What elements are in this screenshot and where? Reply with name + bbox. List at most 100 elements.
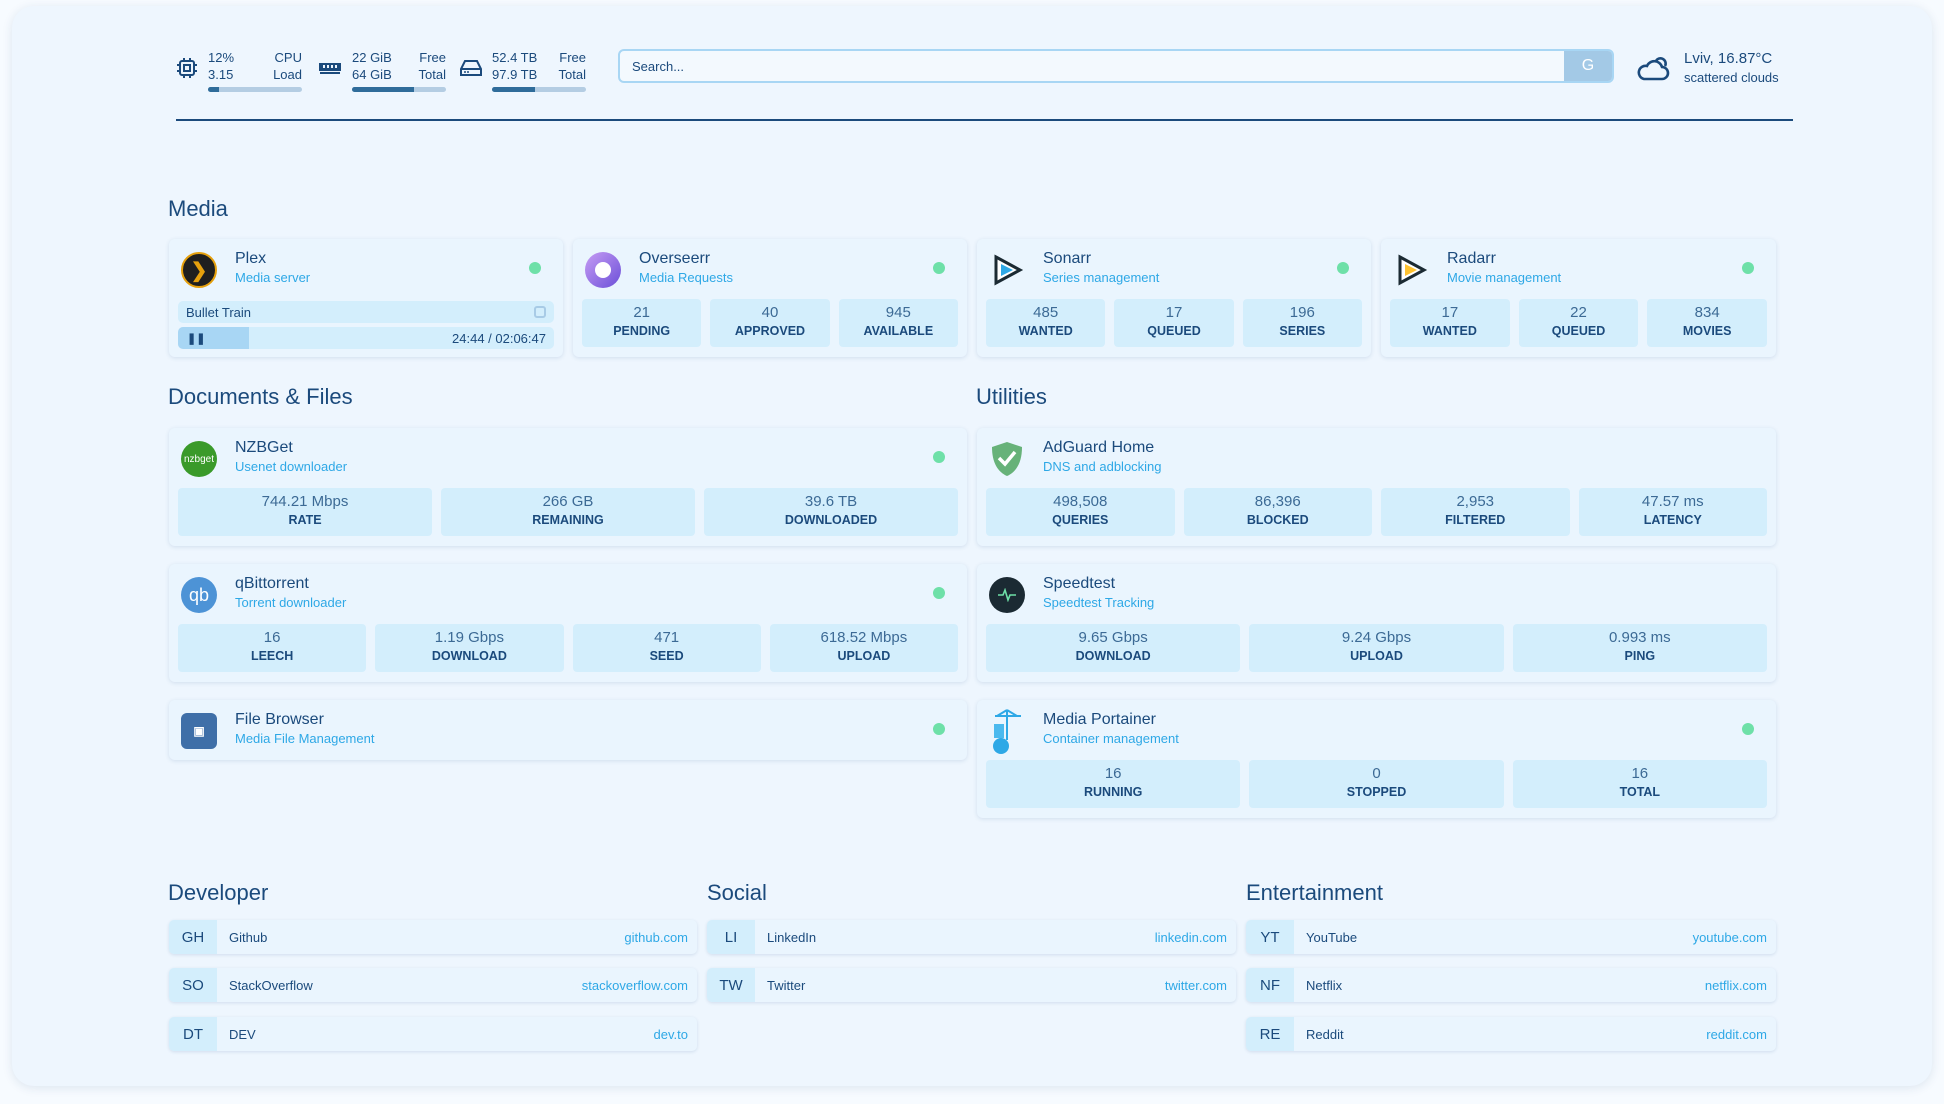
stat-label: UPLOAD xyxy=(1350,649,1403,663)
search-provider-button[interactable]: G xyxy=(1564,51,1612,81)
stat-label: QUERIES xyxy=(1052,513,1109,527)
adguard-icon xyxy=(989,441,1025,477)
bookmark-name[interactable]: StackOverflow xyxy=(229,977,313,993)
stat-value: 498,508 xyxy=(1053,493,1108,510)
service-card-radarr[interactable]: Radarr Movie management 17 WANTED 22 QUEUED 83… xyxy=(1381,239,1776,357)
bookmark-name[interactable]: LinkedIn xyxy=(767,929,817,945)
bookmark-stackoverflow[interactable]: SO StackOverflow stackoverflow.com xyxy=(169,968,697,1002)
bookmark-url[interactable]: reddit.com xyxy=(1706,1026,1767,1042)
stat-value: 834 xyxy=(1694,304,1720,321)
service-card-filebrowser[interactable]: ▣ File Browser Media File Management xyxy=(169,700,967,760)
resource-value: 22 GiB xyxy=(352,49,392,65)
stat-available: 945 AVAILABLE xyxy=(838,299,958,347)
media-settings-icon[interactable] xyxy=(534,306,546,318)
weather-widget: Lviv, 16.87°C scattered clouds xyxy=(1636,50,1779,85)
bookmark-url[interactable]: linkedin.com xyxy=(1154,929,1227,945)
service-title[interactable]: Speedtest xyxy=(1043,575,1116,592)
service-title[interactable]: NZBGet xyxy=(235,439,293,456)
service-card-overseerr[interactable]: Overseerr Media Requests 21 PENDING 40 APPROV… xyxy=(573,239,967,357)
stat-value: 945 xyxy=(885,304,911,321)
bookmark-url[interactable]: youtube.com xyxy=(1692,929,1767,945)
stat-label: LEECH xyxy=(250,649,294,663)
stat-value: 266 GB xyxy=(542,493,594,510)
bookmark-github[interactable]: GH Github github.com xyxy=(169,920,697,954)
resource-disk: 52.4 TB Free 97.9 TB Total xyxy=(460,46,586,94)
bookmark-linkedin[interactable]: LI LinkedIn linkedin.com xyxy=(707,920,1236,954)
now-playing-title-row[interactable]: Bullet Train xyxy=(178,301,554,323)
service-card-adguard[interactable]: AdGuard Home DNS and adblocking 498,508 QUE… xyxy=(977,428,1776,546)
bookmark-abbr: NF xyxy=(1246,968,1294,1002)
stat-label: STOPPED xyxy=(1346,785,1407,799)
playback-row[interactable]: ❚❚ 24:44 / 02:06:47 xyxy=(178,327,554,349)
service-title[interactable]: qBittorrent xyxy=(235,575,309,592)
bookmark-abbr: SO xyxy=(169,968,217,1002)
bookmark-name[interactable]: YouTube xyxy=(1306,929,1358,945)
bookmark-reddit[interactable]: RE Reddit reddit.com xyxy=(1246,1017,1776,1051)
resource-row: 52.4 TB Free xyxy=(492,49,586,66)
service-subtitle: Speedtest Tracking xyxy=(1043,595,1155,610)
resource-label: CPU xyxy=(274,49,302,65)
bookmark-netflix[interactable]: NF Netflix netflix.com xyxy=(1246,968,1776,1002)
bookmark-url[interactable]: dev.to xyxy=(653,1026,688,1042)
resource-label: Load xyxy=(273,66,302,82)
bookmark-url[interactable]: stackoverflow.com xyxy=(581,977,688,993)
service-title[interactable]: Media Portainer xyxy=(1043,711,1156,728)
stat-value: 2,953 xyxy=(1456,493,1495,510)
bookmark-url[interactable]: netflix.com xyxy=(1704,977,1767,993)
bookmark-url[interactable]: twitter.com xyxy=(1164,977,1227,993)
stat-label: BLOCKED xyxy=(1246,513,1309,527)
service-card-speedtest[interactable]: Speedtest Speedtest Tracking 9.65 Gbps DOWN… xyxy=(977,564,1776,682)
service-stats: 485 WANTED 17 QUEUED 196 SERIES xyxy=(986,299,1362,347)
service-title[interactable]: Plex xyxy=(235,250,267,267)
service-card-plex[interactable]: ❯ Plex Media server Bullet Train ❚❚ 24:44 / 0… xyxy=(169,239,563,357)
bookmark-name[interactable]: Reddit xyxy=(1306,1026,1344,1042)
bookmark-name[interactable]: Github xyxy=(229,929,268,945)
bookmark-dev[interactable]: DT DEV dev.to xyxy=(169,1017,697,1051)
stat-label: TOTAL xyxy=(1619,785,1661,799)
resource-usage-bar xyxy=(208,86,302,92)
bookmark-twitter[interactable]: TW Twitter twitter.com xyxy=(707,968,1236,1002)
service-card-nzbget[interactable]: nzbget NZBGet Usenet downloader 744.21 Mbps… xyxy=(169,428,967,546)
bookmark-youtube[interactable]: YT YouTube youtube.com xyxy=(1246,920,1776,954)
stat-value: 16 xyxy=(263,629,281,646)
stat-value: 471 xyxy=(654,629,680,646)
pause-icon[interactable]: ❚❚ xyxy=(187,332,206,345)
stat-label: AVAILABLE xyxy=(863,324,934,338)
stat-value: 21 xyxy=(633,304,650,321)
stat-label: DOWNLOAD xyxy=(431,649,507,663)
memory-icon xyxy=(318,60,342,81)
resource-values: 52.4 TB Free 97.9 TB Total xyxy=(492,49,586,92)
resource-values: 12% CPU 3.15 Load xyxy=(208,49,302,92)
stat-label: SEED xyxy=(649,649,684,663)
service-card-portainer[interactable]: Media Portainer Container management 16 RUN… xyxy=(977,700,1776,818)
status-indicator xyxy=(529,262,541,274)
service-title[interactable]: Sonarr xyxy=(1043,250,1092,267)
stat-value: 47.57 ms xyxy=(1641,493,1704,510)
service-title[interactable]: Radarr xyxy=(1447,250,1496,267)
resource-usage-bar xyxy=(492,86,586,92)
bookmark-name[interactable]: Twitter xyxy=(767,977,806,993)
status-indicator xyxy=(933,587,945,599)
service-card-qbittorrent[interactable]: qb qBittorrent Torrent downloader 16 LEECH 1.… xyxy=(169,564,967,682)
search-bar[interactable]: G xyxy=(618,49,1614,83)
service-title[interactable]: AdGuard Home xyxy=(1043,439,1155,456)
bookmark-abbr: TW xyxy=(707,968,755,1002)
bookmark-name[interactable]: DEV xyxy=(229,1026,256,1042)
service-title[interactable]: Overseerr xyxy=(639,250,711,267)
resource-value: 12% xyxy=(208,49,235,65)
dashboard: G Lviv, 16.87°C scattered clouds Media Do… xyxy=(12,6,1932,1086)
stat-queries: 498,508 QUERIES xyxy=(986,488,1175,536)
service-title[interactable]: File Browser xyxy=(235,711,324,728)
resource-row: 97.9 TB Total xyxy=(492,66,586,83)
resource-label: Free xyxy=(559,49,586,65)
bookmark-name[interactable]: Netflix xyxy=(1306,977,1343,993)
stat-label: SERIES xyxy=(1279,324,1326,338)
search-input[interactable] xyxy=(620,51,1564,81)
stat-running: 16 RUNNING xyxy=(986,760,1241,808)
service-card-sonarr[interactable]: Sonarr Series management 485 WANTED 17 QUEUED… xyxy=(977,239,1371,357)
stat-label: DOWNLOADED xyxy=(784,513,878,527)
resource-value: 3.15 xyxy=(208,66,234,82)
bookmark-url[interactable]: github.com xyxy=(624,929,688,945)
stat-queued: 22 QUEUED xyxy=(1518,299,1639,347)
playback-progress[interactable] xyxy=(178,327,250,349)
